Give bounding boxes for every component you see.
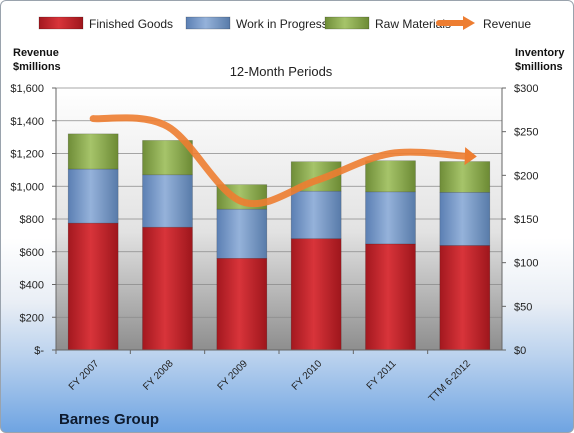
- x-tick-label: FY 2007: [67, 358, 102, 393]
- bar-finished-goods: [67, 222, 119, 351]
- bar-finished-goods: [439, 245, 491, 351]
- company-name: Barnes Group: [59, 411, 159, 428]
- x-tick-label: TTM 6-2012: [427, 358, 474, 405]
- revenue-arrowhead: [464, 147, 477, 166]
- bar-work-in-progress: [142, 174, 193, 228]
- x-tick-label: FY 2010: [290, 358, 325, 393]
- bar-work-in-progress: [439, 192, 491, 246]
- legend-swatch-revenue-head: [463, 16, 475, 30]
- left-tick-label: $200: [20, 312, 44, 324]
- legend-label-work-in-progress: Work in Progress: [236, 17, 328, 31]
- right-tick-label: $200: [514, 170, 538, 182]
- bar-work-in-progress: [67, 168, 119, 224]
- right-axis-label: Inventory $millions: [515, 47, 565, 73]
- right-tick-label: $150: [514, 214, 538, 226]
- left-tick-label: $1,600: [10, 83, 44, 95]
- left-tick-label: $600: [20, 247, 44, 259]
- x-tick-label: FY 2008: [141, 358, 176, 393]
- bar-finished-goods: [142, 226, 193, 351]
- legend-swatch-raw-materials: [324, 16, 370, 30]
- legend-swatch-work-in-progress: [185, 16, 231, 30]
- bar-finished-goods: [365, 243, 416, 351]
- bar-finished-goods: [290, 238, 342, 351]
- bar-work-in-progress: [290, 190, 342, 239]
- legend: Finished Goods Work in Progress Raw Materi…: [38, 16, 531, 31]
- right-tick-label: $300: [514, 83, 538, 95]
- legend-label-revenue: Revenue: [483, 17, 531, 31]
- bar-finished-goods: [216, 257, 268, 351]
- legend-label-raw-materials: Raw Materials: [375, 17, 451, 31]
- chart-title: 12-Month Periods: [230, 64, 333, 79]
- bar-work-in-progress: [365, 191, 416, 245]
- left-axis-label: Revenue $millions: [13, 47, 61, 73]
- revenue-line: [89, 114, 469, 208]
- left-tick-label: $1,400: [10, 116, 44, 128]
- bar-raw-materials: [365, 160, 416, 193]
- x-tick-label: FY 2011: [365, 358, 399, 392]
- gridlines: [56, 87, 502, 318]
- legend-label-finished-goods: Finished Goods: [89, 17, 173, 31]
- left-tick-label: $-: [34, 345, 44, 357]
- x-tick-label: FY 2009: [216, 358, 251, 393]
- bar-raw-materials: [439, 161, 491, 193]
- left-tick-label: $1,200: [10, 149, 44, 161]
- legend-swatch-finished-goods: [38, 16, 84, 30]
- bar-raw-materials: [142, 140, 193, 176]
- left-tick-label: $1,000: [10, 181, 44, 193]
- bar-raw-materials: [67, 133, 119, 170]
- left-tick-label: $400: [20, 280, 44, 292]
- revenue-line-group: [89, 114, 477, 208]
- bars-group: [67, 133, 491, 351]
- bar-work-in-progress: [216, 208, 268, 259]
- right-tick-label: $100: [514, 258, 538, 270]
- left-tick-label: $800: [20, 214, 44, 226]
- right-tick-label: $50: [514, 301, 532, 313]
- right-tick-label: $0: [514, 345, 526, 357]
- right-tick-label: $250: [514, 127, 538, 139]
